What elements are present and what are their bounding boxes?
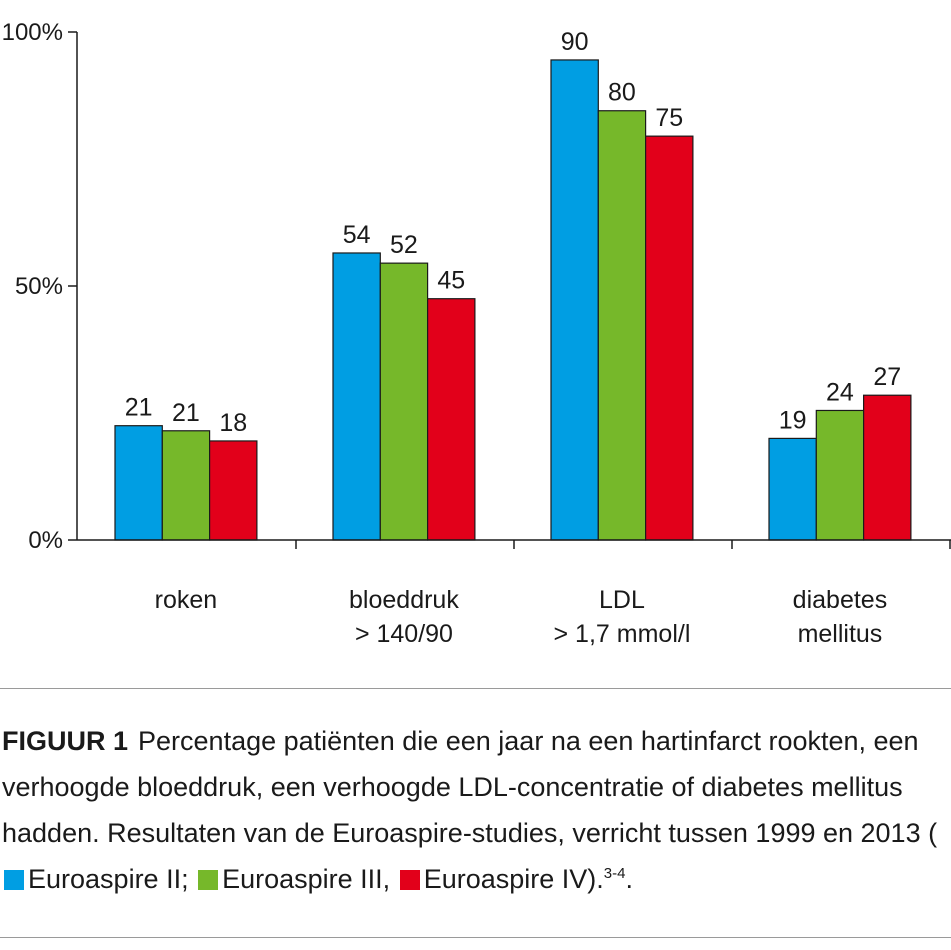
data-label: 21 [172, 399, 200, 427]
bar [550, 59, 599, 541]
bar [597, 110, 647, 541]
legend-swatch-euroaspire-ii [4, 870, 24, 890]
x-axis: roken bloeddruk > 140/90 LDL > 1,7 mmol/l dia… [77, 539, 951, 648]
legend-swatch-euroaspire-iv [399, 870, 420, 890]
caption-text: Percentage patiënten die een jaar na een… [2, 726, 921, 848]
data-label: 75 [655, 104, 683, 132]
data-labels: 21 54 90 19 21 52 80 24 18 45 75 27 [125, 28, 901, 437]
caption-open-paren: ( [928, 818, 938, 848]
legend-label-euroaspire-iv: Euroaspire IV [423, 864, 588, 894]
bars [114, 59, 912, 541]
data-label: 24 [826, 378, 854, 406]
bar [644, 135, 694, 541]
y-tick-label: 50% [15, 273, 63, 300]
bar [427, 298, 476, 541]
data-label: 52 [390, 231, 418, 259]
bar [862, 394, 912, 541]
caption-end: . [625, 864, 633, 894]
y-axis: 0% 50% 100% [2, 19, 78, 554]
x-category-label: diabetes [793, 586, 888, 614]
data-label: 27 [873, 363, 901, 391]
data-label: 54 [343, 221, 371, 249]
bar-chart: 0% 50% 100% 21 54 90 19 21 52 80 24 18 45 75 27 roken… [2, 19, 951, 648]
figure-caption: FIGUUR 1 Percentage patiënten die een jaa… [2, 718, 947, 902]
legend-label-euroaspire-iii: Euroaspire III, [222, 864, 391, 894]
x-category-label-line2: > 1,7 mmol/l [554, 620, 691, 648]
x-category-label-line2: mellitus [798, 620, 883, 648]
x-category-label-line2: > 140/90 [355, 620, 453, 648]
caption-close-paren: ). [587, 864, 604, 894]
data-label: 45 [437, 267, 465, 295]
data-label: 19 [779, 406, 807, 434]
bar [209, 440, 258, 541]
bar [114, 425, 163, 541]
x-category-label: roken [155, 586, 218, 614]
bar [161, 430, 211, 541]
y-tick-label: 0% [28, 527, 63, 554]
data-label: 21 [125, 394, 153, 422]
bar [815, 409, 865, 541]
x-category-label: bloeddruk [349, 586, 459, 614]
data-label: 90 [561, 28, 589, 56]
legend-label-euroaspire-ii: Euroaspire II; [28, 864, 189, 894]
figure-label: FIGUUR 1 [2, 726, 129, 756]
bar [768, 437, 817, 541]
caption-bottom-rule [0, 937, 951, 938]
bar [379, 262, 429, 541]
caption-top-rule [0, 688, 951, 689]
y-tick-label: 100% [2, 19, 63, 46]
x-category-label: LDL [599, 586, 645, 614]
legend-swatch-euroaspire-iii [198, 870, 219, 890]
data-label: 80 [608, 79, 636, 107]
bar [332, 252, 381, 541]
data-label: 18 [219, 409, 247, 437]
reference-superscript: 3-4 [603, 865, 626, 882]
